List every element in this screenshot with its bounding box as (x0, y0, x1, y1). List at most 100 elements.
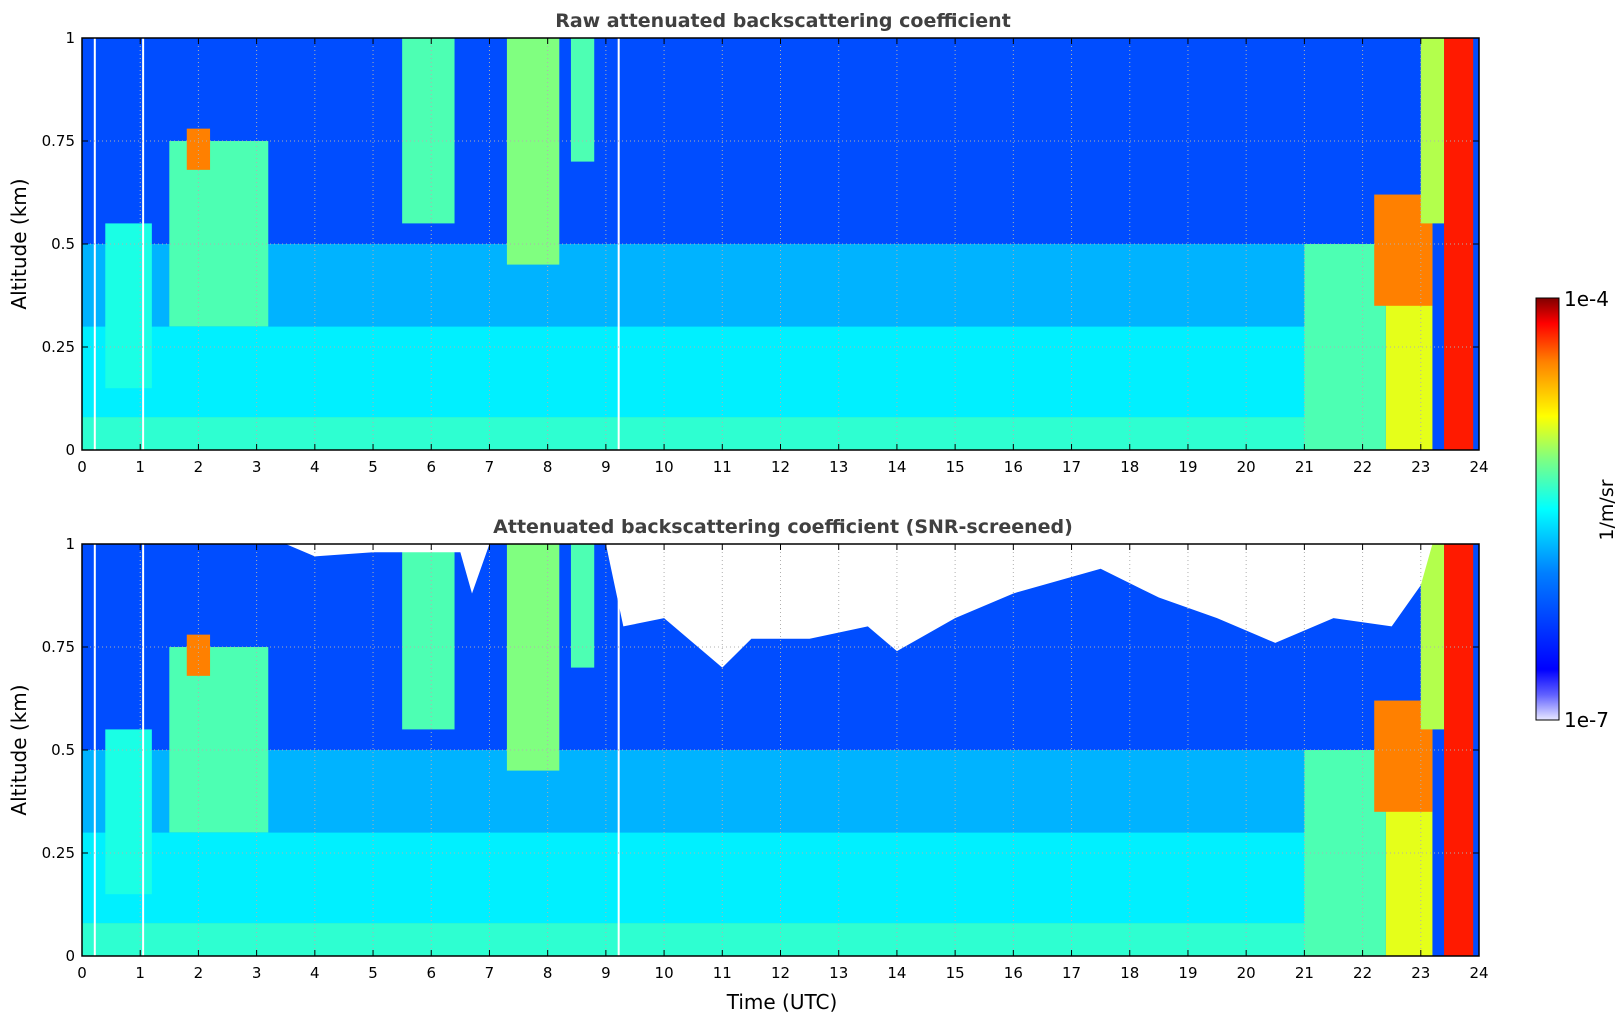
colorbar-max-label: 1e-4 (1564, 287, 1609, 311)
x-tick-label: 13 (829, 458, 848, 476)
colorbar-min-label: 1e-7 (1564, 708, 1609, 732)
x-tick-label: 9 (601, 458, 611, 476)
panel-raw-y-axis-label: Altitude (km) (7, 178, 31, 309)
heatmap-cell (1304, 750, 1386, 956)
x-tick-label: 10 (655, 964, 674, 982)
y-tick-label: 0 (65, 947, 75, 965)
x-tick-label: 17 (1062, 964, 1081, 982)
colorbar-gradient (1535, 297, 1560, 721)
x-tick-label: 6 (426, 458, 436, 476)
heatmap-cell (82, 38, 1421, 244)
panel-screened: Attenuated backscattering coefficient (S… (7, 516, 1489, 1014)
x-axis-label: Time (UTC) (726, 990, 838, 1014)
panel-screened-y-axis-label: Altitude (km) (7, 684, 31, 815)
heatmap-cell (1420, 38, 1445, 224)
x-tick-label: 0 (77, 964, 87, 982)
x-tick-label: 3 (252, 964, 262, 982)
heatmap-cell (402, 544, 455, 730)
panel-raw-x-ticks: 0 1 2 3 4 5 6 7 8 9 10 11 12 13 14 15 16 17 18 19 20 21 22 23 24 (77, 38, 1489, 476)
panel-screened-y-ticks: 0 0.25 0.5 0.75 1 (42, 535, 1479, 965)
colorbar-units-label: 1/m/sr (1596, 479, 1618, 540)
x-tick-label: 19 (1178, 458, 1197, 476)
heatmap-cell (570, 544, 595, 668)
x-tick-label: 11 (713, 964, 732, 982)
heatmap-cell (82, 832, 1381, 924)
x-tick-label: 2 (194, 964, 204, 982)
panel-raw-y-ticks: 0 0.25 0.5 0.75 1 (42, 29, 1479, 459)
x-tick-label: 8 (543, 964, 553, 982)
heatmap-cell (402, 38, 455, 224)
y-tick-label: 0.25 (42, 338, 75, 356)
panel-raw-title: Raw attenuated backscattering coefficien… (555, 10, 1011, 32)
x-tick-label: 23 (1411, 964, 1430, 982)
x-tick-label: 14 (887, 458, 906, 476)
heatmap-cell (169, 647, 269, 833)
x-tick-label: 24 (1469, 458, 1488, 476)
x-tick-label: 10 (655, 458, 674, 476)
x-tick-label: 9 (601, 964, 611, 982)
x-tick-label: 18 (1120, 458, 1139, 476)
x-tick-label: 2 (194, 458, 204, 476)
heatmap-cell (186, 128, 211, 170)
x-tick-label: 23 (1411, 458, 1430, 476)
x-tick-label: 24 (1469, 964, 1488, 982)
x-tick-label: 11 (713, 458, 732, 476)
y-tick-label: 0.5 (51, 235, 75, 253)
x-tick-label: 18 (1120, 964, 1139, 982)
y-tick-label: 1 (65, 535, 75, 553)
panel-raw-heatmap (82, 38, 1479, 450)
y-tick-label: 0.25 (42, 844, 75, 862)
panel-screened-title: Attenuated backscattering coefficient (S… (493, 516, 1073, 538)
x-tick-label: 22 (1353, 458, 1372, 476)
y-tick-label: 0 (65, 441, 75, 459)
panel-screened-grid (82, 544, 1479, 956)
x-tick-label: 8 (543, 458, 553, 476)
x-tick-label: 6 (426, 964, 436, 982)
heatmap-cell (506, 544, 560, 771)
heatmap-cell (82, 326, 1381, 418)
x-tick-label: 7 (485, 458, 495, 476)
x-tick-label: 22 (1353, 964, 1372, 982)
heatmap-cell (82, 417, 1381, 450)
x-tick-label: 15 (946, 458, 965, 476)
heatmap-cell (1420, 544, 1445, 730)
heatmap-cell (82, 244, 1381, 327)
heatmap-cell (105, 223, 152, 389)
x-tick-label: 20 (1237, 458, 1256, 476)
y-tick-label: 0.75 (42, 132, 75, 150)
colorbar: 1e-4 1e-7 1/m/sr (1535, 287, 1618, 732)
x-tick-label: 12 (771, 964, 790, 982)
x-tick-label: 21 (1295, 964, 1314, 982)
x-tick-label: 20 (1237, 964, 1256, 982)
heatmap-cell (506, 38, 560, 265)
y-tick-label: 1 (65, 29, 75, 47)
x-tick-label: 17 (1062, 458, 1081, 476)
heatmap-cell (1304, 244, 1386, 450)
y-tick-label: 0.75 (42, 638, 75, 656)
x-tick-label: 7 (485, 964, 495, 982)
x-tick-label: 3 (252, 458, 262, 476)
heatmap-cell (82, 923, 1381, 956)
x-tick-label: 19 (1178, 964, 1197, 982)
x-tick-label: 4 (310, 964, 320, 982)
screened-out-region (82, 544, 1433, 668)
x-tick-label: 16 (1004, 458, 1023, 476)
heatmap-cell (570, 38, 595, 162)
x-tick-label: 13 (829, 964, 848, 982)
x-tick-label: 16 (1004, 964, 1023, 982)
x-tick-label: 21 (1295, 458, 1314, 476)
x-tick-label: 14 (887, 964, 906, 982)
y-tick-label: 0.5 (51, 741, 75, 759)
x-tick-label: 15 (946, 964, 965, 982)
x-tick-label: 1 (135, 964, 145, 982)
panel-screened-heatmap (82, 544, 1479, 956)
panel-raw-grid (82, 38, 1479, 450)
heatmap-cell (186, 634, 211, 676)
panel-raw: Raw attenuated backscattering coefficien… (7, 10, 1489, 476)
x-tick-label: 1 (135, 458, 145, 476)
x-tick-label: 5 (368, 458, 378, 476)
x-tick-label: 5 (368, 964, 378, 982)
heatmap-cell (169, 141, 269, 327)
x-tick-label: 4 (310, 458, 320, 476)
